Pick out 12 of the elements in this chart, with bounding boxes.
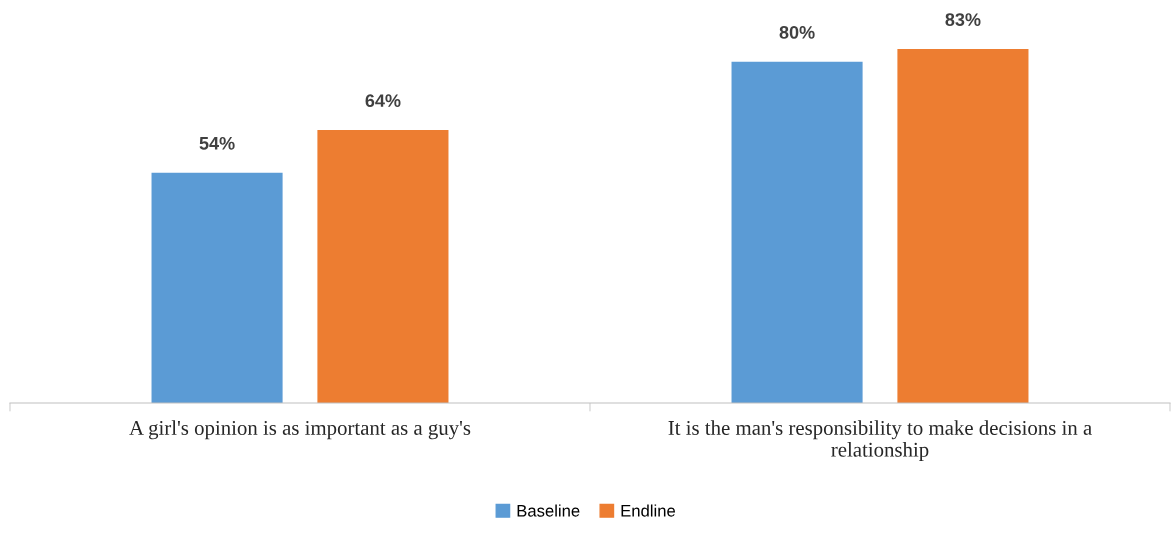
bar <box>731 61 863 403</box>
x-tick-label: It is the man's responsibility to make decisions in a relationship <box>668 420 1092 462</box>
legend-label: Endline <box>621 504 676 517</box>
x-tick-label: A girl's opinion is as important as a guy's <box>129 420 471 440</box>
legend-label: Baseline <box>517 504 580 517</box>
data-label: 80% <box>779 26 815 39</box>
data-label: 64% <box>365 94 401 108</box>
data-label: 54% <box>199 136 235 150</box>
bar <box>897 49 1029 403</box>
bar <box>151 172 283 403</box>
bar <box>317 130 449 403</box>
data-label: 83% <box>945 13 981 27</box>
